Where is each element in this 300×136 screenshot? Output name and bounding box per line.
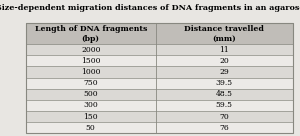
Bar — [26, 89, 292, 100]
Text: Length of DNA fragments
(bp): Length of DNA fragments (bp) — [34, 25, 147, 43]
Bar — [26, 23, 292, 44]
Text: 76: 76 — [219, 124, 229, 132]
Text: 50: 50 — [86, 124, 96, 132]
Text: 59.5: 59.5 — [216, 101, 233, 109]
Text: 1000: 1000 — [81, 68, 100, 76]
Text: 2000: 2000 — [81, 46, 100, 54]
Text: 48.5: 48.5 — [216, 90, 233, 98]
Text: 500: 500 — [83, 90, 98, 98]
Text: Distance travelled
(mm): Distance travelled (mm) — [184, 25, 264, 43]
Bar — [26, 44, 292, 55]
Text: 20: 20 — [219, 57, 229, 65]
Text: 300: 300 — [83, 101, 98, 109]
Text: Size-dependent migration distances of DNA fragments in an agarose gel: Size-dependent migration distances of DN… — [0, 4, 300, 12]
Bar — [26, 23, 292, 133]
Text: 150: 150 — [83, 113, 98, 121]
Bar — [26, 122, 292, 133]
Bar — [26, 100, 292, 111]
Bar — [26, 67, 292, 78]
Text: 39.5: 39.5 — [216, 79, 233, 87]
Text: 1500: 1500 — [81, 57, 100, 65]
Text: 29: 29 — [219, 68, 229, 76]
Text: 70: 70 — [219, 113, 229, 121]
Bar — [26, 78, 292, 89]
Text: 750: 750 — [83, 79, 98, 87]
Text: 11: 11 — [219, 46, 229, 54]
Bar — [26, 111, 292, 122]
Bar — [26, 55, 292, 67]
